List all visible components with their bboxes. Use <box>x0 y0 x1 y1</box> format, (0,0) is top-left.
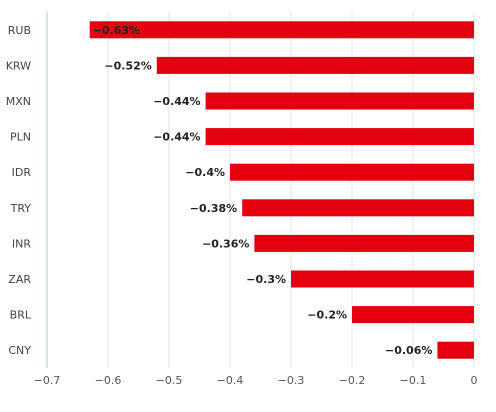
category-label: ZAR <box>8 273 31 286</box>
x-tick-label: −0.7 <box>34 374 61 387</box>
category-label: TRY <box>10 202 32 215</box>
category-label: MXN <box>6 95 31 108</box>
x-tick-label: 0 <box>471 374 478 387</box>
value-label: −0.38% <box>190 202 237 215</box>
x-tick-label: −0.3 <box>278 374 305 387</box>
category-label: PLN <box>10 131 31 144</box>
value-labels: −0.63% −0.52% −0.44% −0.44% −0.4% −0.38% −0.36… <box>93 24 433 357</box>
category-label: CNY <box>8 344 31 357</box>
category-label: IDR <box>12 166 32 179</box>
category-label: BRL <box>10 309 32 322</box>
value-label: −0.36% <box>202 237 249 250</box>
bar-idr <box>230 163 474 181</box>
bar-try <box>242 199 474 217</box>
x-tick-label: −0.4 <box>217 374 244 387</box>
x-tick-label: −0.1 <box>400 374 427 387</box>
value-label: −0.06% <box>385 344 432 357</box>
x-axis-tick-labels: −0.7 −0.6 −0.5 −0.4 −0.3 −0.2 −0.1 0 <box>34 374 478 387</box>
category-label: KRW <box>6 59 31 72</box>
value-label: −0.63% <box>93 24 140 37</box>
bar-pln <box>205 128 474 146</box>
category-labels: RUB KRW MXN PLN IDR TRY INR ZAR BRL CNY <box>6 24 32 357</box>
value-label: −0.52% <box>104 59 151 72</box>
bar-inr <box>254 234 474 252</box>
bar-zar <box>291 270 474 288</box>
x-tick-label: −0.2 <box>339 374 366 387</box>
bar-krw <box>156 56 475 74</box>
bar-brl <box>352 306 474 324</box>
value-label: −0.44% <box>153 131 200 144</box>
category-label: RUB <box>8 24 31 37</box>
x-tick-label: −0.6 <box>95 374 122 387</box>
bar-mxn <box>205 92 474 110</box>
bar-rub <box>89 21 474 39</box>
bars <box>89 21 475 359</box>
category-label: INR <box>12 237 31 250</box>
value-label: −0.2% <box>307 309 347 322</box>
value-label: −0.3% <box>246 273 286 286</box>
value-label: −0.4% <box>185 166 225 179</box>
value-label: −0.44% <box>153 95 200 108</box>
x-tick-label: −0.5 <box>156 374 183 387</box>
bar-cny <box>437 341 474 359</box>
